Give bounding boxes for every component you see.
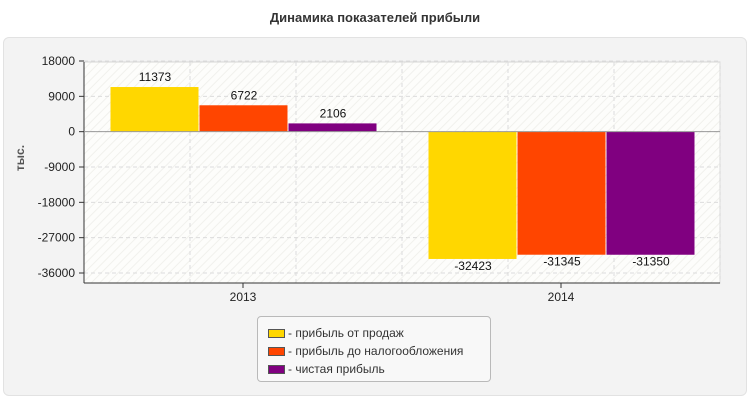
- legend-item: - прибыль до налогообложения: [268, 342, 490, 360]
- data-label: -32423: [454, 259, 492, 273]
- bar: [199, 105, 288, 132]
- bars: [110, 87, 695, 259]
- legend: - прибыль от продаж - прибыль до налогооб…: [257, 316, 491, 382]
- legend-swatch: [268, 364, 285, 374]
- data-label: 11373: [139, 70, 172, 84]
- data-labels: 11373 6722 2106 -32423 -31345 -31350: [139, 70, 670, 273]
- y-tick-label: 9000: [48, 89, 75, 103]
- y-tick-label: -18000: [38, 195, 76, 209]
- y-tick-label: -9000: [44, 160, 75, 174]
- y-axis-label: тыс.: [13, 145, 27, 171]
- y-tick-label: -36000: [38, 266, 76, 280]
- x-tick-label: 2013: [230, 290, 257, 304]
- y-tick-label: 0: [68, 125, 75, 139]
- legend-item: - прибыль от продаж: [268, 324, 490, 342]
- bar: [517, 131, 606, 255]
- bar: [428, 131, 517, 259]
- x-tick-label: 2014: [548, 290, 575, 304]
- data-label: 6722: [231, 88, 258, 102]
- y-tick-label: 18000: [42, 54, 76, 68]
- legend-label: - прибыль до налогообложения: [288, 344, 464, 358]
- bar: [606, 131, 695, 255]
- legend-label: - чистая прибыль: [288, 362, 385, 376]
- axes: 18000 9000 0 -9000 -18000 -27000 -36000 2013 201…: [38, 54, 720, 304]
- data-label: -31345: [543, 255, 581, 269]
- y-tick-label: -27000: [38, 231, 76, 245]
- legend-item: - чистая прибыль: [268, 360, 490, 378]
- bar: [288, 123, 377, 132]
- data-label: -31350: [632, 255, 670, 269]
- chart-title: Динамика показателей прибыли: [269, 10, 481, 25]
- legend-label: - прибыль от продаж: [288, 326, 404, 340]
- legend-swatch: [268, 328, 285, 338]
- legend-swatch: [268, 346, 285, 356]
- bar: [110, 87, 199, 132]
- data-label: 2106: [320, 106, 347, 120]
